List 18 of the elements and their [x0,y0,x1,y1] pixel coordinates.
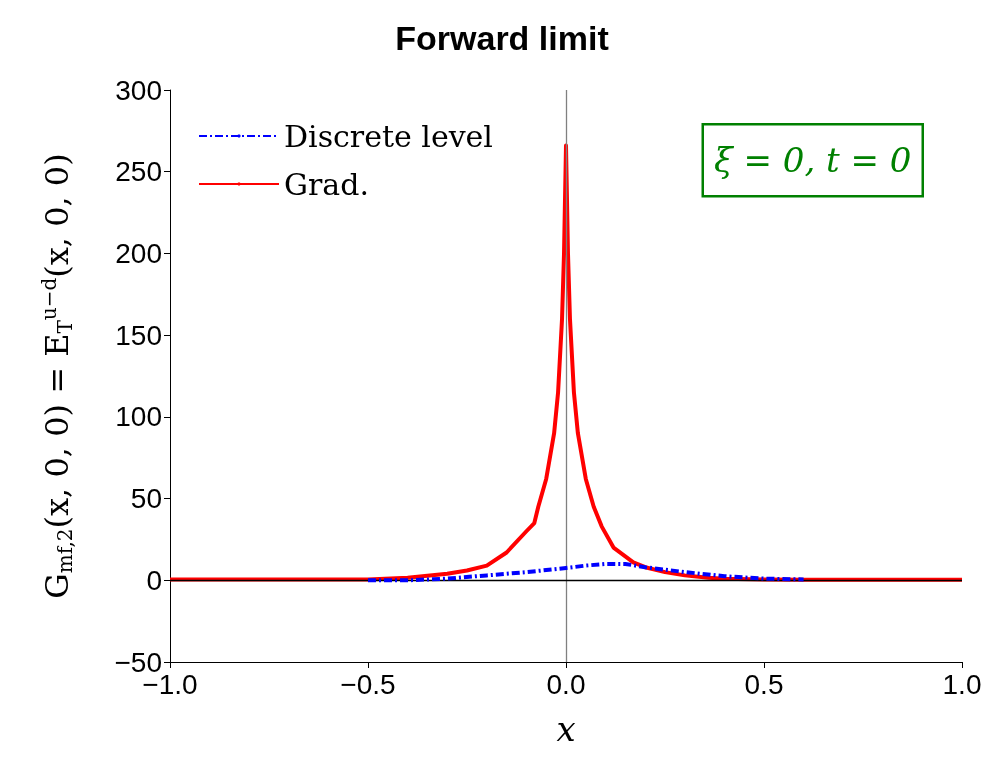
y-tick-label: 200 [115,237,162,269]
legend-label: Grad. [284,166,369,202]
legend-label: Discrete level [284,118,493,154]
y-tick-label: 150 [115,319,162,351]
x-tick-label: 1.0 [942,668,982,700]
x-axis-title: x [556,709,576,749]
y-tick-label: 100 [115,401,162,433]
annotation: ξ = 0, t = 0 [714,140,912,181]
chart-title: Forward limit [395,19,609,57]
y-tick-label: 300 [115,74,162,106]
y-tick-label: 250 [115,156,162,188]
x-tick-label: 0.5 [744,668,784,700]
line-series [366,561,806,583]
y-tick-label: 50 [130,483,162,515]
x-tick-label: 0.0 [546,668,586,700]
y-axis-title: Gmf,2(x, 0, 0) = ETu−d(x, 0, 0) [37,153,77,599]
y-tick-label: 0 [146,564,162,596]
x-tick-label: −0.5 [340,668,396,700]
